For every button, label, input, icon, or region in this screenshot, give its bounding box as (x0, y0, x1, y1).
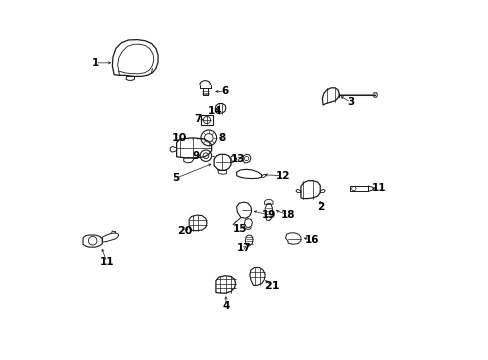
Bar (349, 186, 367, 192)
Text: 6: 6 (221, 86, 228, 96)
Text: 16: 16 (304, 235, 318, 245)
Text: 2: 2 (317, 202, 324, 212)
Text: 11: 11 (100, 257, 114, 267)
Text: 12: 12 (275, 171, 290, 181)
Text: 1: 1 (91, 58, 99, 68)
Text: 21: 21 (264, 282, 280, 292)
Text: 9: 9 (192, 151, 200, 161)
Bar (200, 114, 213, 125)
Text: 8: 8 (218, 133, 225, 143)
Text: 18: 18 (280, 210, 295, 220)
Text: 15: 15 (232, 224, 247, 234)
Text: 7: 7 (194, 114, 202, 124)
Text: 5: 5 (172, 173, 179, 183)
Text: 11: 11 (371, 183, 386, 193)
Text: 4: 4 (222, 301, 229, 311)
Text: 19: 19 (261, 210, 275, 220)
Text: 10: 10 (171, 133, 187, 143)
Text: 14: 14 (207, 107, 222, 116)
Text: 20: 20 (177, 226, 192, 236)
Text: 3: 3 (346, 97, 354, 107)
Text: 13: 13 (230, 154, 245, 163)
Text: 17: 17 (236, 243, 250, 253)
